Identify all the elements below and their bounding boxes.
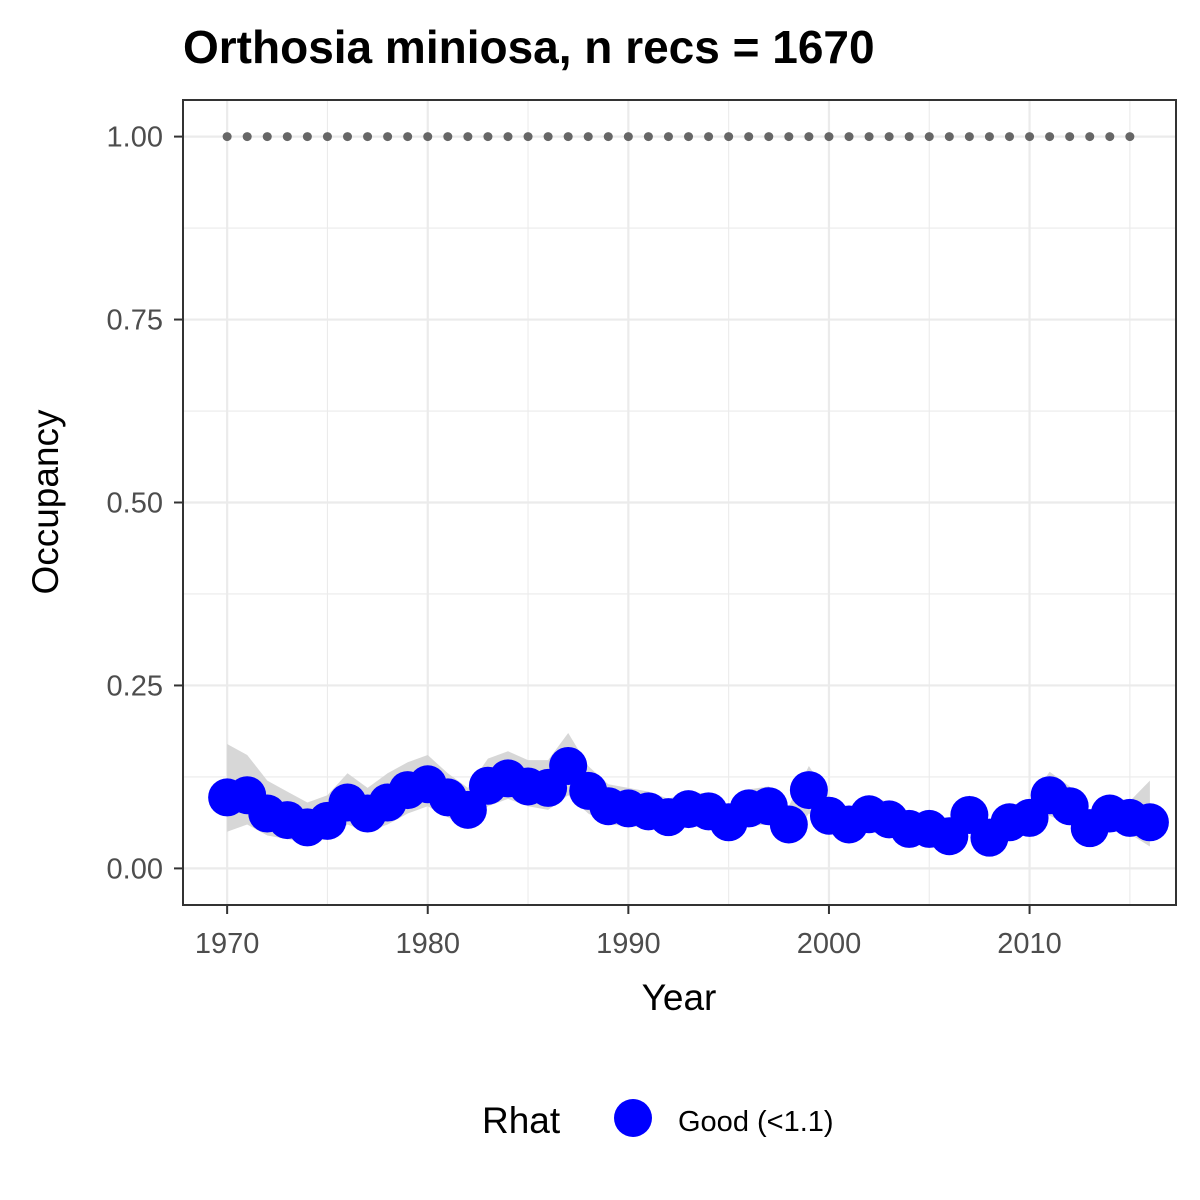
reference-point xyxy=(322,132,332,142)
reference-point xyxy=(964,132,974,142)
chart-title: Orthosia miniosa, n recs = 1670 xyxy=(183,21,875,73)
reference-point xyxy=(342,132,352,142)
reference-point xyxy=(523,132,533,142)
reference-point xyxy=(904,132,914,142)
x-tick-label: 2000 xyxy=(797,928,862,960)
x-tick-label: 1970 xyxy=(195,928,260,960)
y-tick-label: 0.25 xyxy=(107,670,163,702)
reference-point xyxy=(764,132,774,142)
x-tick-label: 1980 xyxy=(395,928,460,960)
reference-point xyxy=(423,132,433,142)
reference-point xyxy=(262,132,272,142)
reference-point xyxy=(543,132,553,142)
reference-point xyxy=(363,132,373,142)
reference-point xyxy=(443,132,453,142)
reference-point xyxy=(463,132,473,142)
reference-point xyxy=(944,132,954,142)
reference-point xyxy=(684,132,694,142)
reference-point xyxy=(282,132,292,142)
legend-label-good: Good (<1.1) xyxy=(678,1106,834,1138)
x-tick-label: 2010 xyxy=(997,928,1062,960)
reference-point xyxy=(1105,132,1115,142)
reference-points-layer xyxy=(222,132,1135,142)
legend-title: Rhat xyxy=(482,1100,561,1141)
reference-point xyxy=(1065,132,1075,142)
reference-point xyxy=(1025,132,1035,142)
reference-point xyxy=(724,132,734,142)
reference-point xyxy=(242,132,252,142)
legend: Rhat Good (<1.1) xyxy=(482,1099,834,1141)
reference-point xyxy=(1085,132,1095,142)
legend-key-good xyxy=(614,1099,652,1137)
reference-point xyxy=(403,132,413,142)
data-point xyxy=(769,805,808,844)
reference-point xyxy=(1045,132,1055,142)
reference-point xyxy=(744,132,754,142)
reference-point xyxy=(483,132,493,142)
y-tick-label: 0.50 xyxy=(107,488,163,520)
reference-point xyxy=(663,132,673,142)
reference-point xyxy=(222,132,232,142)
reference-point xyxy=(864,132,874,142)
reference-point xyxy=(643,132,653,142)
reference-point xyxy=(824,132,834,142)
reference-point xyxy=(302,132,312,142)
reference-point xyxy=(884,132,894,142)
reference-point xyxy=(804,132,814,142)
reference-point xyxy=(784,132,794,142)
reference-point xyxy=(984,132,994,142)
reference-point xyxy=(623,132,633,142)
x-axis-title: Year xyxy=(642,977,717,1018)
reference-point xyxy=(563,132,573,142)
reference-point xyxy=(1004,132,1014,142)
y-tick-label: 0.75 xyxy=(107,305,163,337)
y-tick-label: 0.00 xyxy=(107,853,163,885)
data-point xyxy=(789,771,828,810)
data-point xyxy=(1130,803,1169,842)
reference-point xyxy=(603,132,613,142)
reference-point xyxy=(704,132,714,142)
y-axis-title: Occupancy xyxy=(25,409,66,595)
x-tick-label: 1990 xyxy=(596,928,661,960)
reference-point xyxy=(383,132,393,142)
reference-point xyxy=(924,132,934,142)
reference-point xyxy=(1125,132,1135,142)
y-tick-label: 1.00 xyxy=(107,122,163,154)
reference-point xyxy=(503,132,513,142)
reference-point xyxy=(844,132,854,142)
reference-point xyxy=(583,132,593,142)
y-axis: 0.00 0.25 0.50 0.75 1.00 xyxy=(107,122,183,885)
x-axis: 1970 1980 1990 2000 2010 xyxy=(195,905,1062,960)
data-points-layer xyxy=(208,746,1169,857)
